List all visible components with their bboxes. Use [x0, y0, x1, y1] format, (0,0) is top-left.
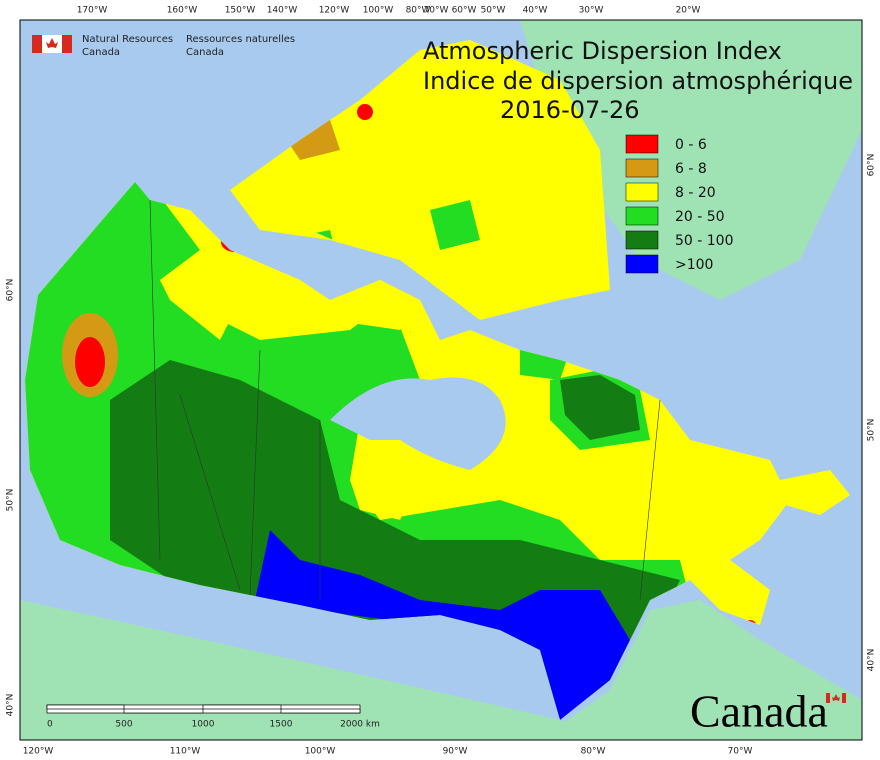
neighbour-land	[20, 20, 862, 740]
flag-bar	[32, 35, 42, 53]
maple-leaf	[832, 694, 840, 701]
latitude-label: 60°N	[6, 279, 16, 302]
agency-fr: Canada	[186, 47, 224, 58]
zone-0-6	[75, 337, 105, 387]
borders	[149, 199, 661, 601]
latitude-label: 50°N	[867, 419, 877, 442]
longitude-label: 20°W	[676, 6, 701, 16]
legend-label: 20 - 50	[675, 209, 725, 225]
longitude-label: 170°W	[77, 6, 108, 16]
zone-0-6	[357, 104, 373, 120]
scale-segment	[123, 708, 204, 714]
longitude-label: 120°W	[23, 747, 54, 757]
scale-label: 2000 km	[340, 720, 380, 730]
agency-en: Natural Resources	[82, 34, 173, 45]
longitude-label: 100°W	[305, 747, 336, 757]
legend-swatch	[625, 134, 659, 154]
flag-bar	[842, 693, 846, 703]
legend-label: 50 - 100	[675, 233, 734, 249]
graticule-labels: 170°W 160°W 150°W 140°W 120°W 100°W 80°W70°W 60…	[6, 6, 877, 757]
flag-bar	[826, 693, 830, 703]
maple-leaf	[46, 38, 58, 48]
scale-label: 0	[47, 720, 53, 730]
hudson-bay	[330, 377, 506, 470]
zone-8-20	[160, 230, 770, 610]
longitude-label: 90°W	[443, 747, 468, 757]
longitude-label: 160°W	[167, 6, 198, 16]
title: Atmospheric Dispersion Index	[423, 37, 782, 65]
legend-swatch	[625, 230, 659, 250]
legend-swatch	[625, 182, 659, 202]
scale-segment	[46, 704, 125, 710]
longitude-label: 50°W	[481, 6, 506, 16]
longitude-label: 80°W	[581, 747, 606, 757]
scale-segment	[202, 704, 282, 710]
legend-label: 0 - 6	[675, 137, 707, 153]
date: 2016-07-26	[500, 96, 639, 124]
longitude-label: 100°W	[363, 6, 394, 16]
scale-label: 500	[115, 720, 132, 730]
title: Indice de dispersion atmosphérique	[423, 67, 853, 95]
greenland	[520, 20, 862, 300]
legend-label: 8 - 20	[675, 185, 716, 201]
longitude-label: 30°W	[579, 6, 604, 16]
longitude-label: 40°W	[523, 6, 548, 16]
scale-label: 1000	[192, 720, 215, 730]
wordmark: Canada	[690, 686, 846, 737]
scale-label: 1500	[270, 720, 293, 730]
latitude-label: 40°N	[6, 694, 16, 717]
agency-en: Canada	[82, 47, 120, 58]
longitude-label: 110°W	[170, 747, 201, 757]
legend-swatch	[625, 254, 659, 274]
agency-fr: Ressources naturelles	[186, 34, 295, 45]
zone-20-50	[280, 200, 570, 380]
longitude-label: 120°W	[319, 6, 350, 16]
longitude-label: 80°W	[406, 6, 431, 16]
flag-bar	[62, 35, 72, 53]
agency-logo: Natural Resources Canada Ressources natu…	[32, 34, 295, 58]
scale-bar: 0 500 1000 1500 2000 km	[46, 704, 380, 730]
scale-segment	[280, 708, 361, 714]
legend-swatch	[625, 158, 659, 178]
longitude-label: 60°W	[452, 6, 477, 16]
longitude-label: 70°W	[728, 747, 753, 757]
legend-label: >100	[675, 257, 713, 273]
longitude-label: 70°W	[424, 6, 449, 16]
legend-label: 6 - 8	[675, 161, 707, 177]
latitude-label: 40°N	[867, 649, 877, 672]
zone-50-100	[560, 375, 640, 440]
longitude-label: 150°W	[225, 6, 256, 16]
latitude-label: 60°N	[867, 154, 877, 177]
wordmark-text: Canada	[690, 686, 828, 737]
frame	[19, 19, 863, 741]
legend: 0 - 6 6 - 8 8 - 20 20 - 50 50 - 100 >100	[625, 134, 734, 274]
latitude-label: 50°N	[6, 489, 16, 512]
legend-swatch	[625, 206, 659, 226]
longitude-label: 140°W	[267, 6, 298, 16]
